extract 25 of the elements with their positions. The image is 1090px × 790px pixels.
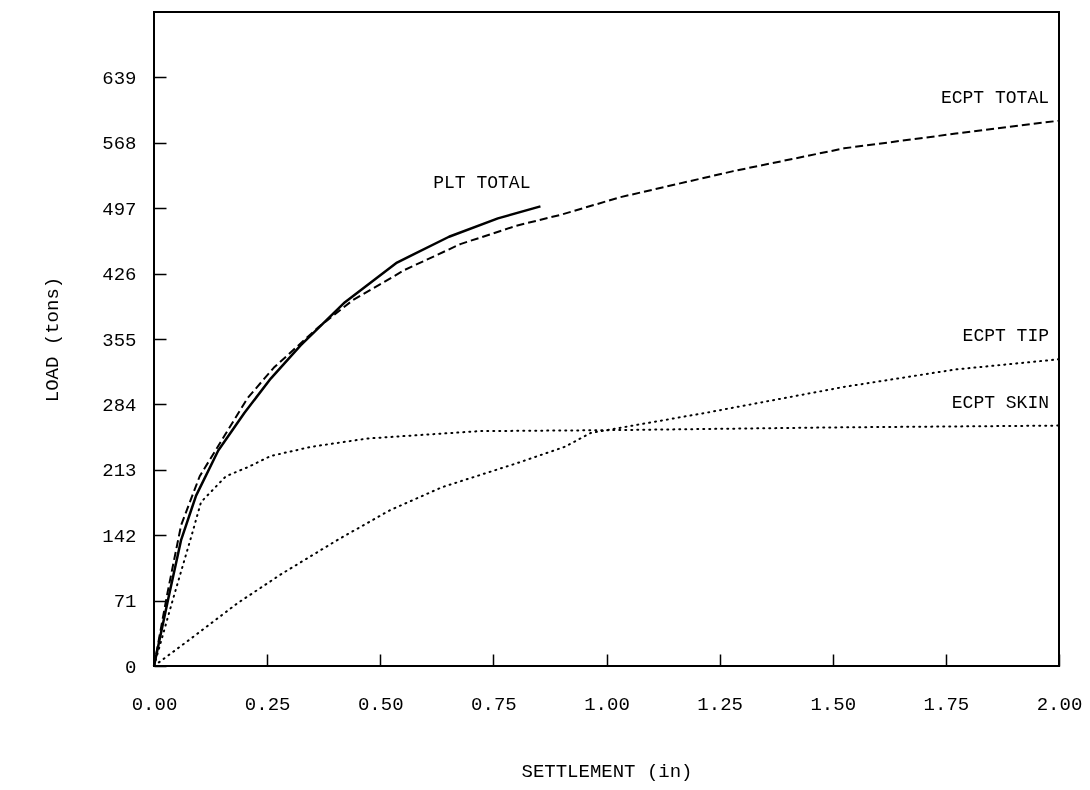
y-tick-label: 0 (125, 656, 137, 679)
y-tick-label: 497 (102, 198, 137, 221)
y-tick-label: 568 (102, 133, 137, 156)
series-label: ECPT TOTAL (940, 87, 1049, 108)
y-tick-label: 71 (113, 591, 137, 614)
x-tick-label: 1.50 (810, 693, 857, 716)
y-tick-label: 426 (102, 264, 137, 287)
y-axis-title: LOAD (tons) (42, 276, 65, 403)
y-tick-label: 284 (102, 394, 137, 417)
x-tick-label: 1.25 (697, 693, 743, 716)
y-tick-label: 355 (102, 329, 137, 352)
x-tick-label: 0.75 (471, 693, 517, 716)
x-tick-label: 2.00 (1036, 693, 1083, 716)
y-tick-label: 142 (102, 525, 137, 548)
x-tick-label: 0.50 (357, 693, 404, 716)
x-tick-label: 1.00 (584, 693, 630, 716)
series-label: PLT TOTAL (433, 173, 531, 194)
x-tick-label: 0.25 (244, 693, 291, 716)
x-tick-label: 0.00 (131, 693, 178, 716)
series-label: ECPT TIP (962, 326, 1049, 347)
y-tick-label: 639 (102, 67, 137, 90)
x-axis-title: SETTLEMENT (in) (521, 760, 693, 783)
series-label: ECPT SKIN (951, 392, 1049, 413)
y-tick-label: 213 (102, 460, 137, 483)
x-tick-label: 1.75 (923, 693, 970, 716)
